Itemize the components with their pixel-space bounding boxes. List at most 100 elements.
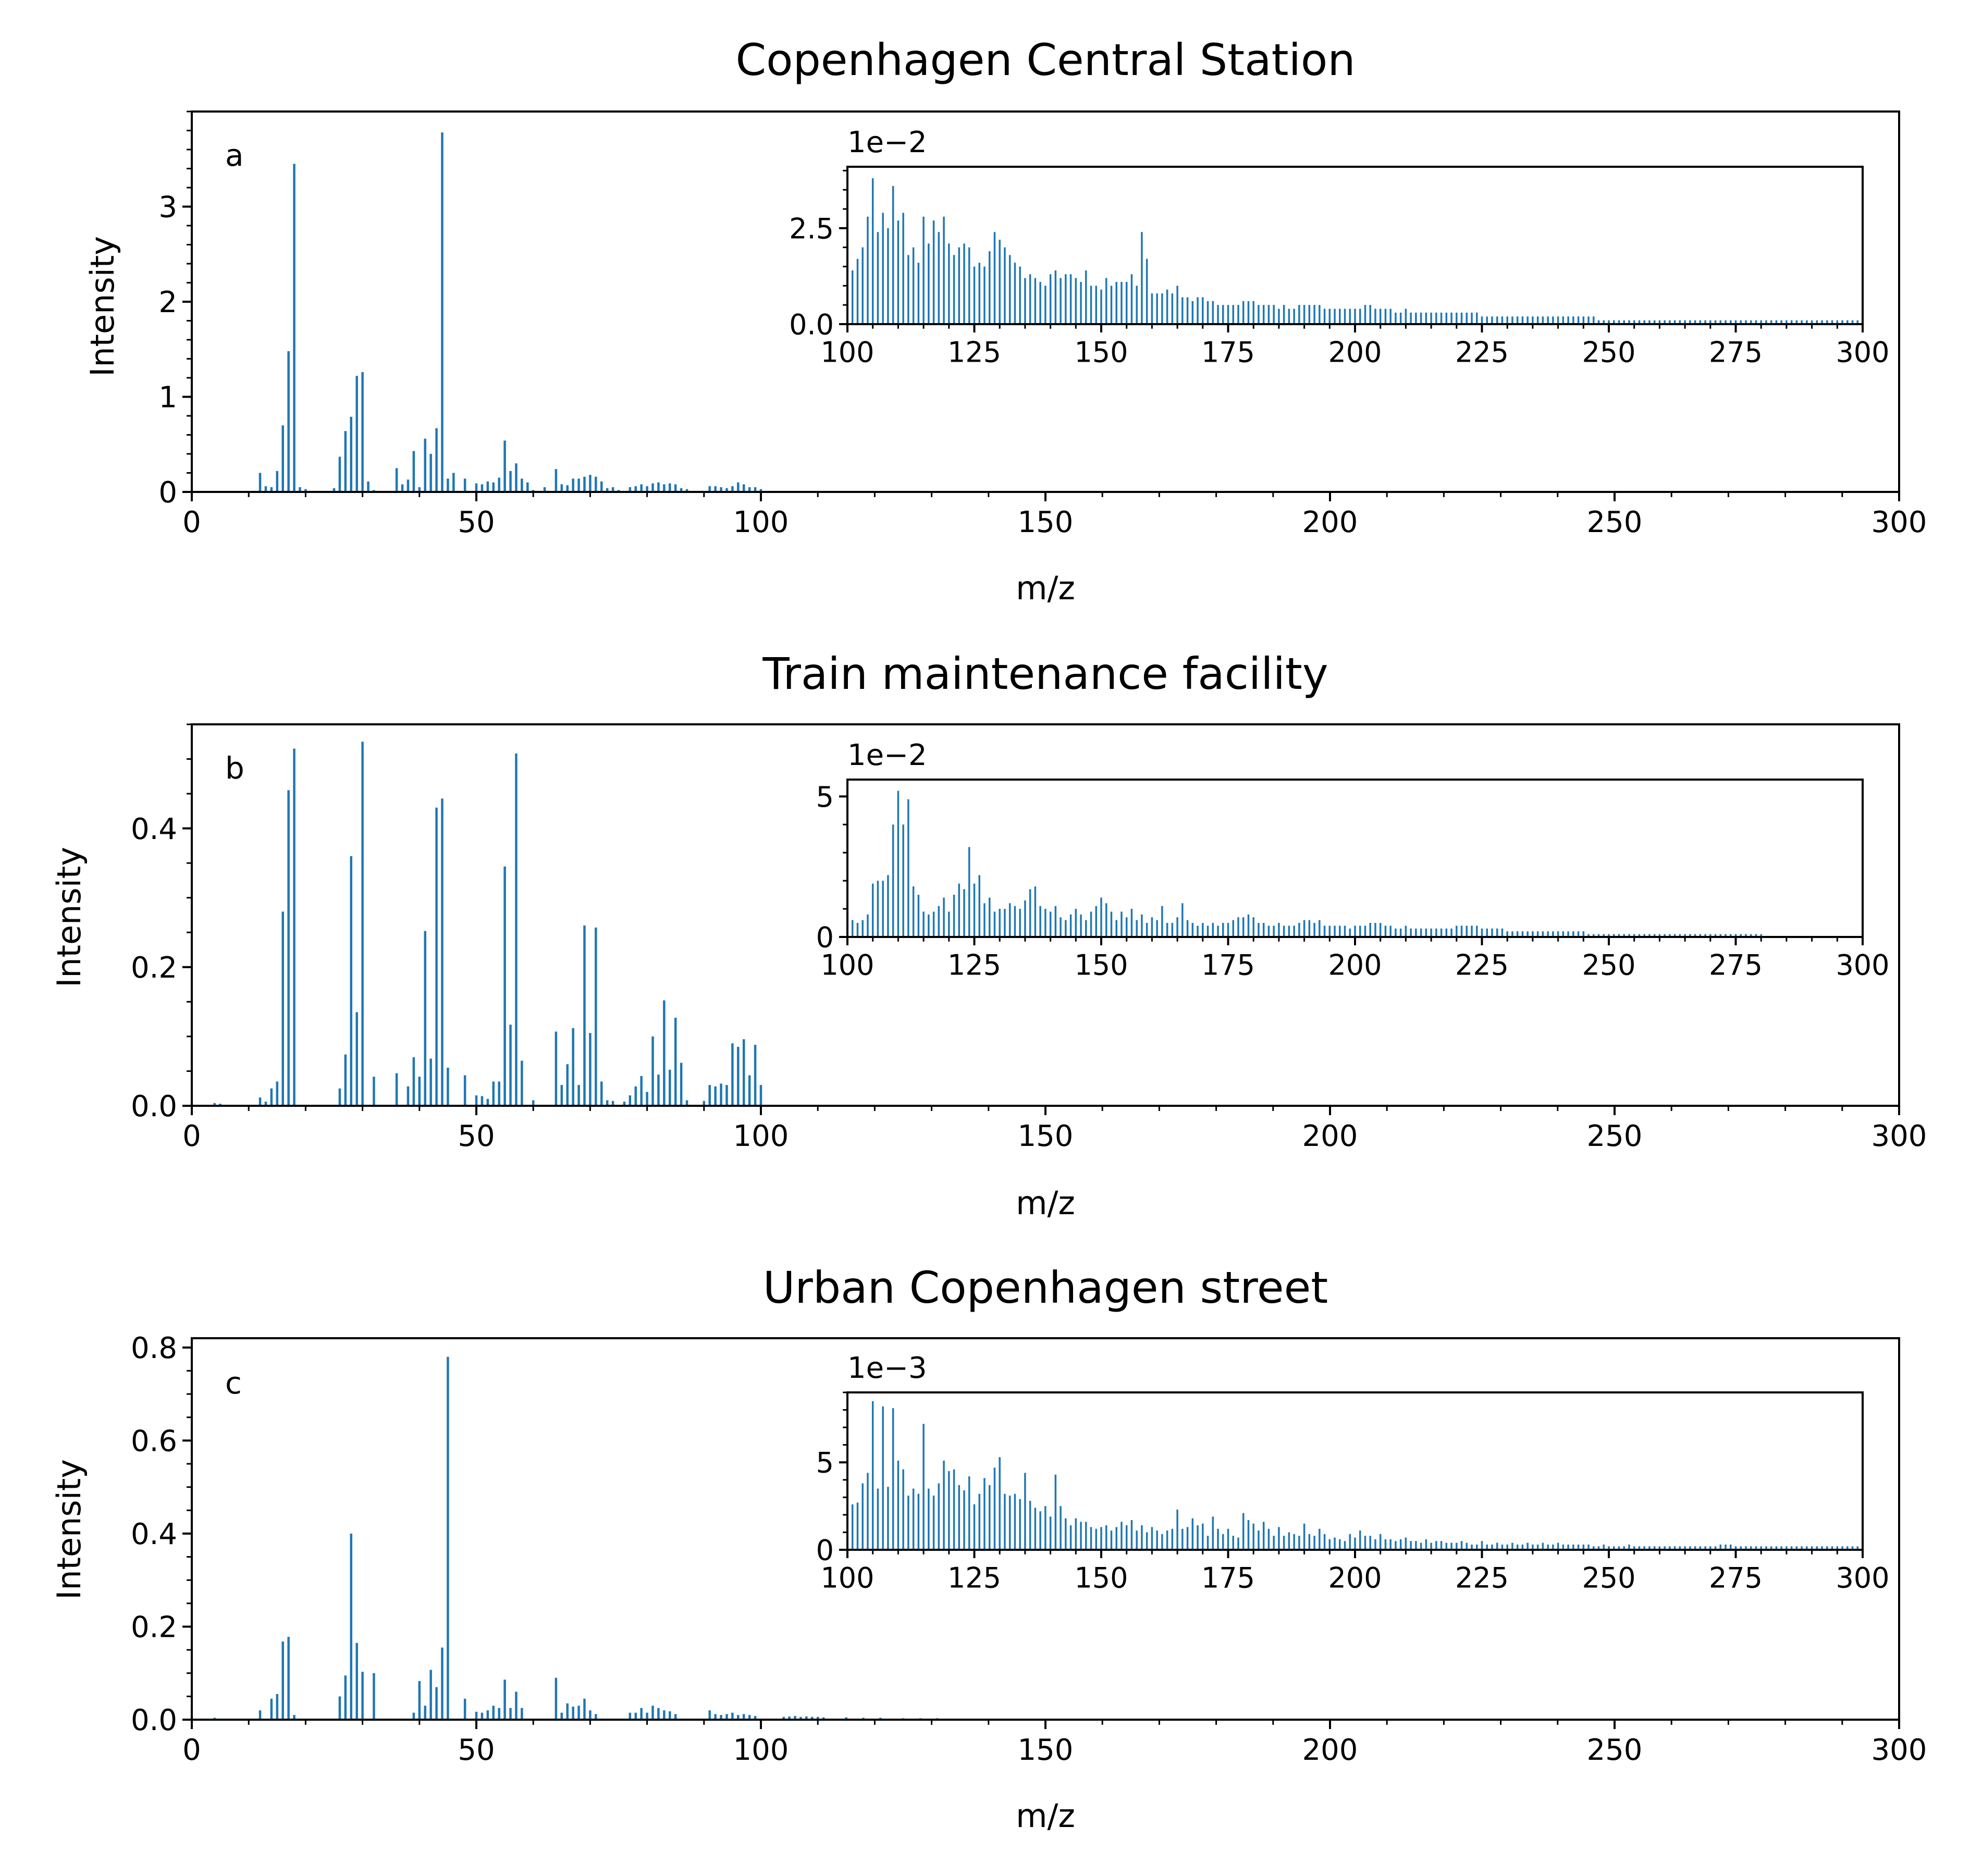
panel-b-inset-bar (1034, 886, 1037, 937)
panel-c-title: Urban Copenhagen street (763, 1262, 1328, 1313)
panel-a-bar (526, 482, 529, 492)
panel-b-bar (395, 1073, 398, 1106)
panel-b-inset-bar (1232, 920, 1234, 937)
panel-b-bar (623, 1102, 626, 1106)
panel-a-inset-bar (1136, 286, 1138, 324)
panel-b-inset-bar (1481, 928, 1483, 937)
panel-b-inset-bar (1262, 923, 1265, 937)
panel-c-inset-bar (1405, 1537, 1407, 1550)
panel-a-bar (264, 486, 267, 492)
panel-c-bar (805, 1716, 808, 1720)
panel-c-inset-bar (1308, 1534, 1311, 1550)
panel-b-inset-bar (1328, 925, 1331, 937)
panel-b-inset-bar (948, 911, 950, 937)
panel-a-inset-x-tick-label: 250 (1582, 336, 1635, 369)
panel-c-inset-bar (1273, 1536, 1275, 1550)
panel-b-bar (646, 1092, 648, 1106)
panel-b-inset-bar (1643, 934, 1645, 937)
panel-c-inset-bar (1811, 1546, 1813, 1550)
panel-a-inset-bar (867, 216, 869, 324)
panel-a-bar (560, 484, 563, 492)
panel-c-bar (486, 1710, 489, 1720)
panel-c-inset-bar (943, 1460, 945, 1550)
panel-b-inset-x-tick-label: 300 (1836, 949, 1889, 982)
panel-b-inset-bar (1090, 911, 1092, 937)
panel-a-inset-bar (1740, 320, 1742, 324)
panel-c-inset-bar (1339, 1539, 1341, 1550)
panel-c-inset-x-tick-label: 150 (1074, 1562, 1128, 1595)
panel-b-bar (213, 1103, 216, 1106)
panel-b-bar (429, 1058, 432, 1106)
panel-b-inset-bar (938, 906, 940, 937)
panel-c-inset-bar (1521, 1544, 1524, 1550)
panel-c-inset-bar (1197, 1525, 1199, 1550)
panel-a-inset-bar (1755, 320, 1757, 324)
panel-b-inset-bar (1039, 906, 1041, 937)
panel-b-bar (572, 1028, 574, 1106)
panel-a-bar (754, 487, 757, 492)
panel-a-inset-bar (1344, 308, 1346, 324)
panel-a-inset-x-tick-label: 150 (1074, 336, 1128, 369)
panel-b-bar (521, 1060, 523, 1106)
panel-b-bar (674, 1017, 677, 1106)
panel-c-inset-bar (1222, 1534, 1224, 1550)
panel-a-inset-bar (1039, 281, 1041, 324)
panel-a-inset-bar (1719, 320, 1722, 324)
panel-b-inset-bar (1623, 934, 1625, 937)
panel-c-bar (429, 1670, 432, 1720)
panel-c-inset-bar (1658, 1546, 1661, 1550)
panel-b-bar (566, 1064, 569, 1106)
panel-a-inset-bar (1801, 320, 1803, 324)
panel-a-inset-bar (1399, 312, 1402, 324)
panel-b-inset-bar (988, 897, 991, 937)
panel-c-bar (708, 1710, 711, 1720)
panel-b-inset-bar (978, 875, 980, 937)
panel-b-bar (651, 1036, 654, 1106)
panel-c-inset-bar (1136, 1531, 1138, 1550)
panel-a-bar (463, 478, 466, 492)
panel-b-inset-bar (1709, 934, 1712, 937)
panel-b-inset-bar (1349, 928, 1351, 937)
panel-c-inset-bar (1846, 1546, 1849, 1550)
panel-c-letter: c (225, 1365, 242, 1401)
panel-a-inset-bar (877, 232, 879, 324)
panel-c-inset-x-tick-label: 175 (1201, 1562, 1255, 1595)
panel-c-inset-bar (1496, 1542, 1498, 1550)
panel-b-inset-bar (1303, 920, 1306, 937)
panel-a-inset-bar (1643, 320, 1645, 324)
panel-c-inset-x-tick-label: 300 (1836, 1562, 1889, 1595)
panel-b-bar (355, 1012, 358, 1106)
panel-b-inset-bar (1100, 897, 1102, 937)
panel-c-inset-bar (1638, 1546, 1641, 1550)
panel-c-inset-bar (1795, 1546, 1798, 1550)
panel-a-inset-bar (1460, 312, 1463, 324)
panel-a-inset-bar (968, 247, 970, 324)
panel-a-inset-bar (963, 243, 965, 324)
panel-b-bar (503, 866, 506, 1106)
panel-c-inset-bar (1247, 1520, 1250, 1550)
panel-c-inset-bar (1526, 1542, 1529, 1550)
panel-c-inset-x-tick-label: 100 (820, 1562, 874, 1595)
panel-a-inset-bar (932, 220, 935, 324)
panel-c-bar (725, 1714, 728, 1720)
panel-a-inset-x-tick-label: 200 (1328, 336, 1382, 369)
panel-b-x-tick-label: 0 (182, 1119, 201, 1153)
panel-a-inset-bar (1151, 293, 1153, 324)
panel-b-inset-bar (1582, 931, 1585, 937)
panel-c-x-tick-label: 0 (182, 1733, 201, 1767)
panel-a-inset-bar (1536, 316, 1539, 324)
panel-c-inset-bar (1714, 1546, 1717, 1550)
panel-c-inset-bar (1856, 1546, 1859, 1550)
panel-a-inset-bar (1410, 312, 1412, 324)
panel-c-inset-bar (1217, 1528, 1219, 1550)
panel-a-inset-bar (1836, 320, 1839, 324)
panel-b-inset-bar (1425, 928, 1427, 937)
panel-c-inset: 1e−3 100 125 150 175 200 225 250 275 300 0 5 (816, 1351, 1890, 1595)
panel-c-inset-bar (1054, 1474, 1057, 1550)
panel-a-inset-bar (1577, 316, 1580, 324)
panel-c-bar (293, 1715, 296, 1720)
panel-b-train-maintenance-facility: Train maintenance facility Intensity m/z… (50, 648, 1927, 1222)
panel-a-inset-bar (1328, 308, 1331, 324)
panel-b-inset-bar (1496, 928, 1498, 937)
panel-a-bar (674, 484, 677, 492)
